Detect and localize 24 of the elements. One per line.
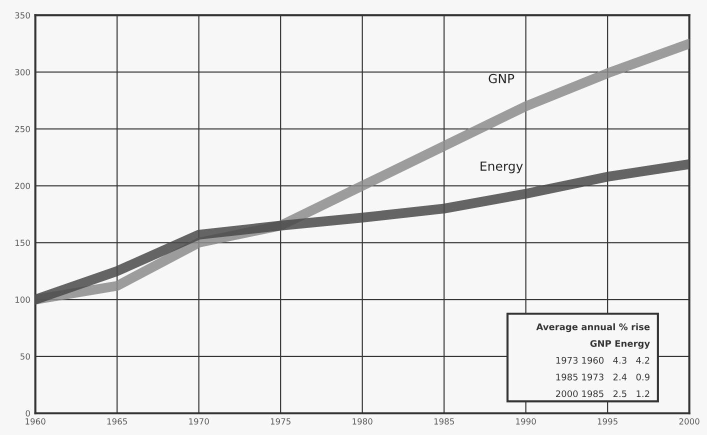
x-tick-label: 1990 [516,418,536,425]
y-tick-label: 300 [15,69,30,76]
x-tick-label: 2000 [679,418,700,425]
y-tick-label: 350 [15,12,30,19]
annotation: Average annual % rise [536,323,650,332]
x-tick-label: 1965 [107,418,127,425]
x-tick-label: 1985 [434,418,454,425]
x-tick-label: 1995 [598,418,618,425]
x-tick-label: 1970 [189,418,209,425]
y-tick-label: 150 [16,240,30,246]
x-tick-label: 1960 [26,418,46,425]
y-tick-label: 100 [16,296,30,303]
annotation: 2000 1985 2.5 1.2 [556,390,650,398]
x-tick-label: 1975 [270,418,290,425]
annotation: 1973 1960 4.3 4.2 [556,356,650,364]
annotation: GNP Energy [590,340,650,349]
y-tick-label: 250 [15,126,30,132]
series-label: Energy [480,162,523,174]
y-tick-label: 50 [20,353,30,360]
x-tick-label: 1980 [352,418,372,425]
y-tick-label: 0 [26,410,30,417]
y-tick-label: 200 [15,182,30,190]
annotation: 1985 1973 2.4 0.9 [556,374,650,380]
text: GNP [488,74,514,84]
